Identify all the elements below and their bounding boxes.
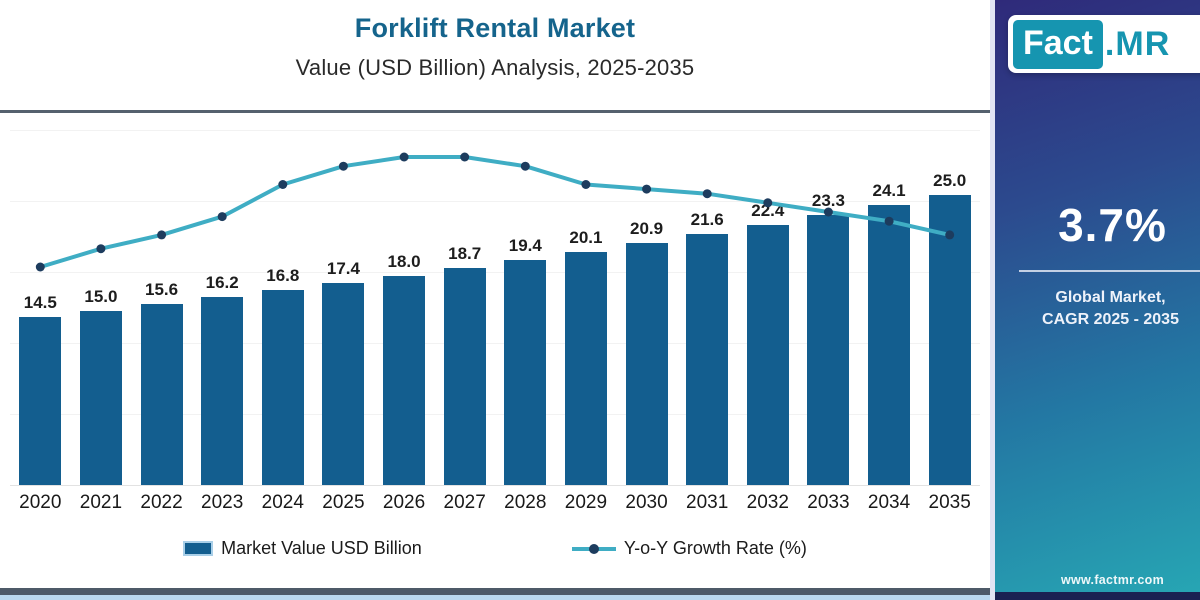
line-marker-icon [588, 543, 599, 554]
bottom-band-dark [0, 588, 990, 595]
bar-value-label: 14.5 [23, 292, 57, 312]
bar-value-label: 18.7 [448, 244, 482, 264]
bar-column-2023: 16.2 [192, 273, 253, 485]
bar-column-2020: 14.5 [10, 293, 71, 485]
bar-value-label: 21.6 [690, 210, 724, 230]
bar-2022 [140, 304, 183, 485]
bar-2033 [807, 214, 850, 485]
bar-value-label: 19.4 [508, 236, 542, 255]
bar-2021 [79, 311, 122, 485]
sidebar: Fact .MR 3.7% Global Market, CAGR 2025 -… [990, 0, 1200, 600]
cagr-caption-line1: Global Market, [1055, 289, 1166, 306]
logo-mr-text: .MR [1104, 24, 1171, 63]
bar-column-2022: 15.6 [131, 280, 192, 485]
bar-2023 [201, 297, 244, 485]
x-label-2022: 2022 [140, 492, 183, 513]
line-swatch-icon [571, 543, 616, 555]
bar-2026 [383, 276, 426, 485]
x-label-2033: 2033 [807, 492, 850, 513]
x-label-2031: 2031 [686, 492, 729, 513]
bar-column-2026: 18.0 [374, 252, 435, 485]
x-axis-labels: 2020 2021 2022 2023 2024 2025 2026 2027 2028 2029… [10, 492, 980, 514]
x-label-2025: 2025 [322, 492, 365, 513]
x-label-2027: 2027 [443, 492, 486, 513]
cagr-caption-line2: CAGR 2025 - 2035 [1042, 310, 1179, 328]
bar-2035 [928, 195, 971, 485]
bar-2028 [504, 260, 547, 485]
bar-value-label: 15.6 [145, 280, 179, 299]
bar-column-2027: 18.7 [434, 244, 495, 485]
bar-value-label: 16.8 [266, 266, 300, 286]
bar-column-2029: 20.1 [556, 228, 617, 485]
bar-column-2021: 15.0 [71, 287, 132, 485]
x-label-2032: 2032 [746, 492, 789, 513]
factmr-logo: Fact .MR [1008, 15, 1200, 73]
bar-column-2024: 16.8 [253, 266, 314, 485]
x-label-2029: 2029 [564, 492, 608, 513]
cagr-caption: Global Market, CAGR 2025 - 2035 [995, 287, 1200, 330]
bar-2027 [443, 268, 486, 485]
bar-2030 [625, 242, 668, 485]
website-url: www.factmr.com [1060, 573, 1165, 587]
bar-value-label: 23.3 [811, 190, 845, 210]
bar-column-2025: 17.4 [313, 259, 374, 485]
bar-2032 [746, 225, 789, 485]
chart-panel: Forklift Rental Market Value (USD Billio… [0, 0, 990, 600]
bar-column-2033: 23.3 [798, 191, 859, 485]
bar-value-label: 24.1 [872, 181, 906, 201]
bar-column-2030: 20.9 [616, 219, 677, 485]
bar-value-label: 16.2 [205, 273, 239, 293]
x-label-2028: 2028 [504, 492, 547, 513]
bar-value-label: 22.4 [751, 201, 785, 221]
legend-item-bar: Market Value USD Billion [183, 538, 422, 559]
chart-subtitle: Value (USD Billion) Analysis, 2025-2035 [295, 55, 695, 80]
bar-2029 [564, 251, 607, 485]
legend: Market Value USD Billion Y-o-Y Growth Ra… [0, 538, 990, 559]
bar-column-2034: 24.1 [859, 181, 920, 485]
legend-item-line: Y-o-Y Growth Rate (%) [571, 538, 807, 559]
legend-line-label: Y-o-Y Growth Rate (%) [623, 538, 807, 558]
header-divider [0, 110, 990, 113]
bar-value-label: 20.9 [630, 218, 664, 238]
bar-value-label: 20.1 [569, 227, 603, 247]
bar-column-2035: 25.0 [919, 171, 980, 485]
cagr-value: 3.7% [1058, 199, 1167, 251]
logo-fact-text: Fact [1013, 19, 1103, 69]
bar-2025 [322, 283, 365, 485]
chart-header: Forklift Rental Market Value (USD Billio… [0, 0, 990, 81]
x-label-2021: 2021 [79, 492, 123, 513]
x-label-2023: 2023 [201, 492, 244, 513]
bar-value-label: 25.0 [933, 171, 967, 190]
bar-swatch-icon [183, 541, 214, 556]
bar-value-label: 17.4 [326, 259, 360, 279]
bar-2031 [686, 234, 729, 485]
bar-value-label: 15.0 [84, 287, 118, 306]
x-label-2026: 2026 [382, 492, 426, 513]
bar-value-label: 18.0 [387, 252, 421, 272]
cagr-divider [1019, 270, 1200, 272]
bar-column-2032: 22.4 [738, 201, 799, 485]
plot-area: 14.5 15.0 15.6 16.2 16.8 17.4 18.0 18.7 19.4 20.1… [10, 130, 980, 486]
x-label-2035: 2035 [928, 492, 971, 513]
x-label-2024: 2024 [261, 492, 304, 513]
bar-2034 [868, 205, 911, 485]
plot-columns: 14.5 15.0 15.6 16.2 16.8 17.4 18.0 18.7 19.4 20.1… [10, 130, 980, 485]
x-label-2020: 2020 [19, 492, 62, 513]
bottom-band-light [0, 595, 990, 600]
x-label-2030: 2030 [625, 492, 668, 513]
bar-2024 [261, 290, 304, 485]
legend-bar-label: Market Value USD Billion [221, 538, 422, 558]
bar-column-2028: 19.4 [495, 236, 556, 485]
bar-column-2031: 21.6 [677, 210, 738, 485]
x-label-2034: 2034 [867, 492, 911, 513]
bar-2020 [19, 316, 62, 485]
chart-title: Forklift Rental Market [354, 13, 636, 43]
